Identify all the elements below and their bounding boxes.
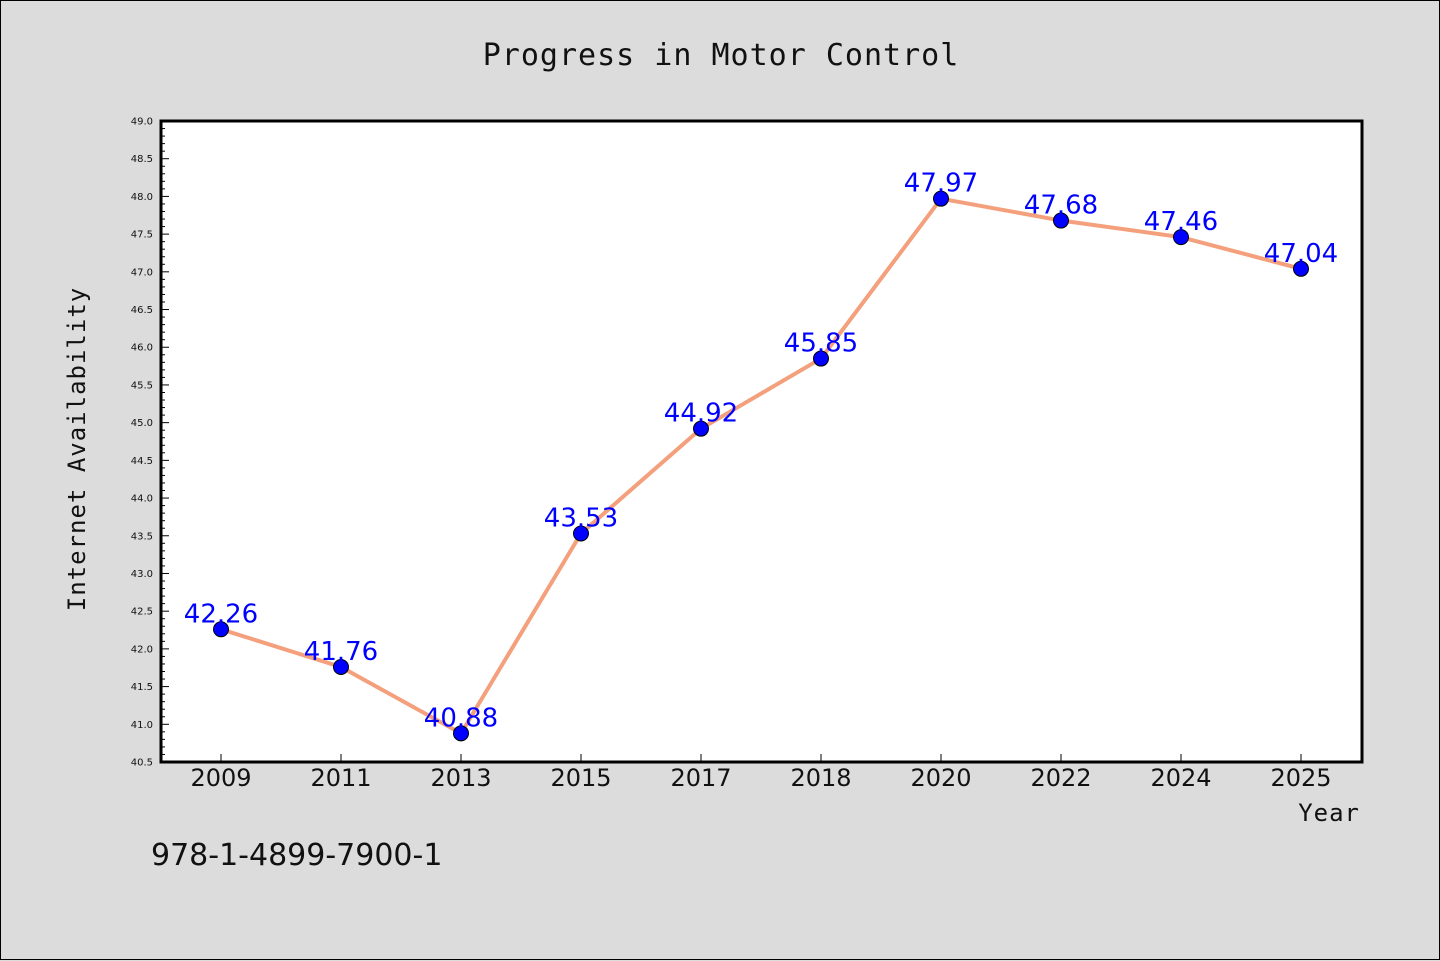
data-point [1293,260,1309,277]
x-tick-label: 2022 [1030,764,1091,792]
data-label: 44.92 [664,399,738,429]
y-tick-label: 41.5 [131,682,153,693]
x-tick-label: 2020 [910,764,971,792]
series-group [213,190,1309,742]
x-axis: 2009 2011 2013 2015 2017 2018 2020 2022 2024 2025 [190,754,1332,792]
data-point [933,190,949,207]
x-tick-label: 2017 [670,764,731,792]
data-label: 45.85 [784,329,858,359]
y-tick-label: 42.5 [131,607,153,618]
data-label: 47.68 [1024,191,1098,221]
x-tick-label: 2015 [550,764,611,792]
data-point [573,525,589,542]
y-tick-label: 43.0 [131,569,153,580]
data-point [333,658,349,675]
chart-title: Progress in Motor Control [483,38,960,73]
y-tick-label: 45.0 [131,418,153,429]
y-tick-label: 46.0 [131,343,153,354]
y-tick-label: 49.0 [131,117,153,128]
data-point [693,420,709,437]
footnote-isbn: 978-1-4899-7900-1 [151,838,442,873]
data-label: 47.46 [1144,207,1218,237]
data-point [453,725,469,742]
data-point [1053,212,1069,229]
data-point [813,350,829,367]
y-axis-title: Internet Availability [63,287,91,611]
y-tick-label: 47.0 [131,267,153,278]
data-label: 41.76 [304,637,378,667]
data-label: 47.04 [1264,239,1338,269]
y-axis: 40.5 41.0 41.5 42.0 42.5 43.0 43.5 44.0 44.5 45.0… [131,117,169,769]
x-axis-title: Year [1298,799,1360,827]
data-label: 40.88 [424,703,498,733]
data-label: 43.53 [544,504,618,534]
plot-area [159,119,1364,764]
y-tick-label: 44.0 [131,494,153,505]
y-tick-label: 41.0 [131,720,153,731]
y-tick-label: 43.5 [131,531,153,542]
x-tick-label: 2011 [310,764,371,792]
y-tick-label: 42.0 [131,644,153,655]
y-tick-label: 40.5 [131,758,153,769]
series-line [219,196,1303,736]
x-tick-label: 2013 [430,764,491,792]
x-tick-label: 2025 [1270,764,1331,792]
data-point [213,621,229,638]
x-tick-label: 2009 [190,764,251,792]
data-labels: 42.26 41.76 40.88 43.53 44.92 45.85 47.97 47.68… [184,169,1338,734]
y-tick-label: 48.5 [131,154,153,165]
y-tick-label: 44.5 [131,456,153,467]
x-tick-label: 2024 [1150,764,1211,792]
y-tick-label: 48.0 [131,192,153,203]
y-tick-label: 47.5 [131,230,153,241]
y-tick-label: 46.5 [131,305,153,316]
data-point [1173,229,1189,246]
y-tick-label: 45.5 [131,380,153,391]
x-tick-label: 2018 [790,764,851,792]
data-label: 47.97 [904,169,978,199]
data-label: 42.26 [184,599,258,629]
